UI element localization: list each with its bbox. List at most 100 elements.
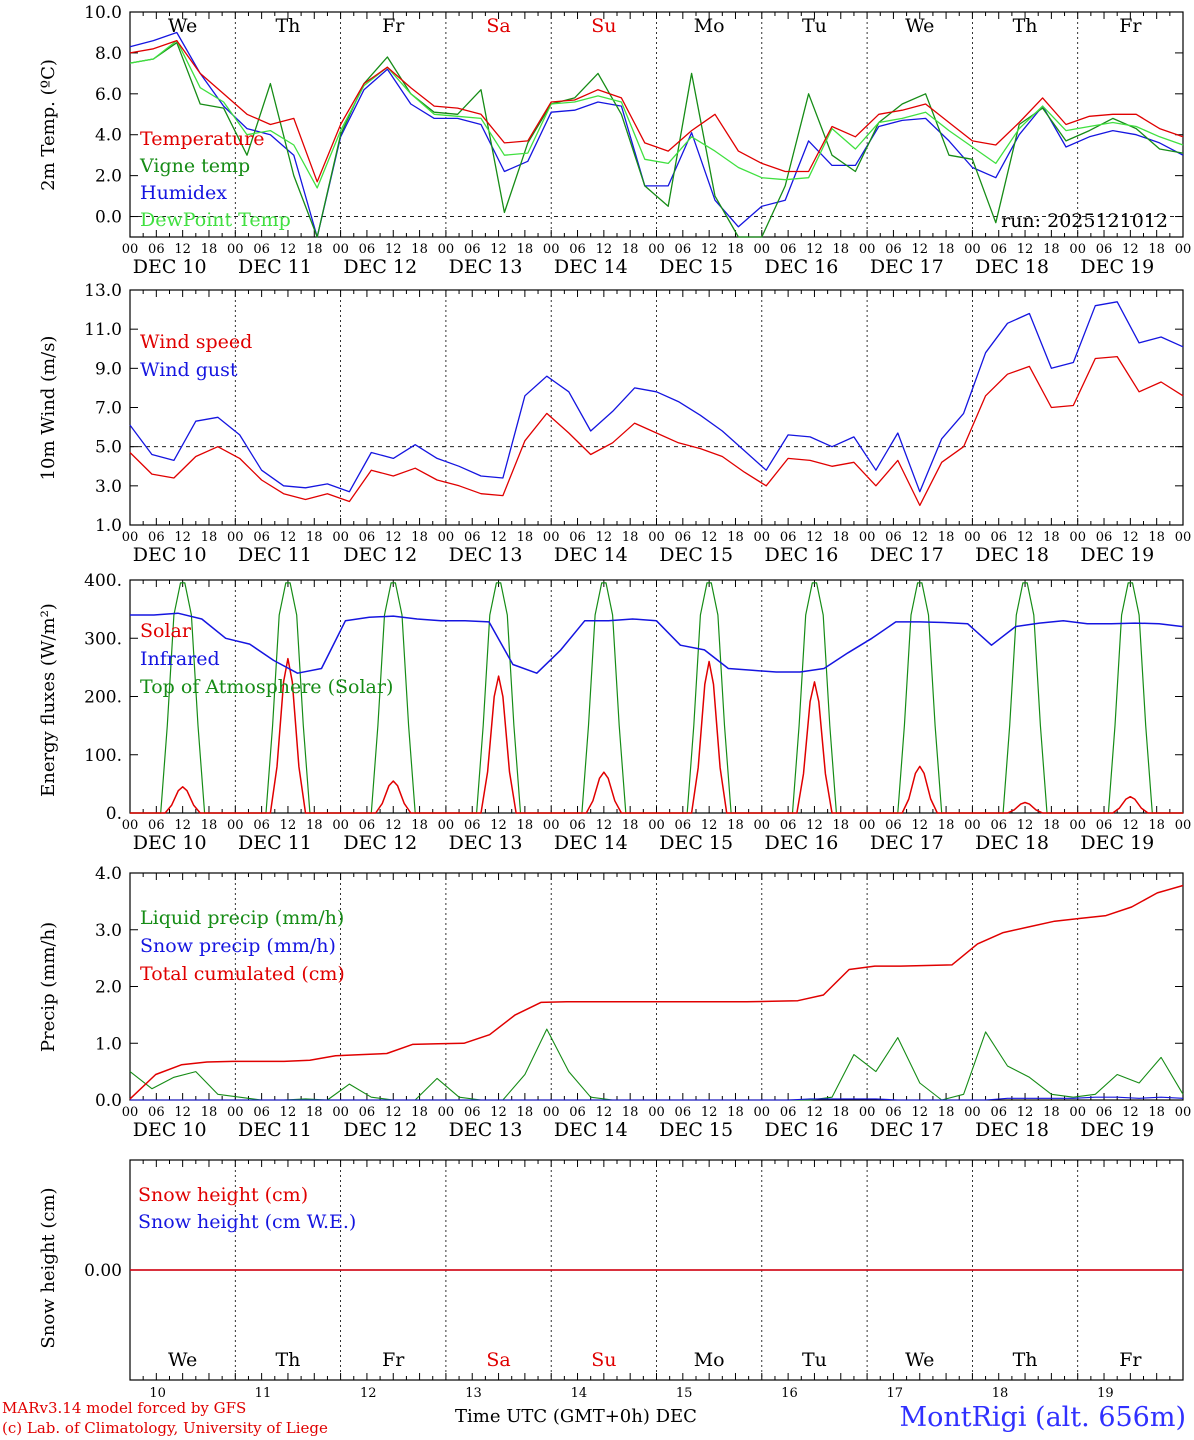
y-tick-label: 4.0	[95, 864, 122, 884]
hour-tick-label: 18	[517, 530, 534, 545]
date-label: DEC 17	[870, 832, 944, 854]
y-tick-label: 400.	[84, 571, 122, 591]
hour-tick-label: 12	[596, 1105, 613, 1120]
hour-tick-label: 06	[253, 242, 270, 257]
legend-entry: Snow height (cm W.E.)	[138, 1211, 356, 1233]
date-label: DEC 17	[870, 1119, 944, 1141]
weekday-label: Mo	[694, 15, 725, 37]
hour-tick-label: 00	[438, 818, 455, 833]
hour-tick-label: 00	[648, 530, 665, 545]
series-dewpoint-temp	[129, 39, 1184, 189]
day-number-label: 12	[360, 1386, 377, 1401]
date-label: DEC 18	[975, 1119, 1049, 1141]
hour-tick-label: 18	[306, 530, 323, 545]
hour-tick-label: 00	[859, 818, 876, 833]
hour-tick-label: 00	[1175, 818, 1192, 833]
date-label: DEC 14	[554, 832, 628, 854]
hour-tick-label: 12	[1122, 530, 1139, 545]
date-label: DEC 14	[554, 544, 628, 566]
date-label: DEC 17	[870, 544, 944, 566]
hour-tick-label: 18	[1043, 530, 1060, 545]
y-tick-label: 11.0	[84, 320, 122, 340]
y-tick-label: 0.0	[95, 208, 122, 228]
hour-tick-label: 00	[122, 1105, 139, 1120]
series-infrared	[130, 612, 1184, 674]
hour-tick-label: 18	[833, 1105, 850, 1120]
day-number-label: 17	[886, 1386, 903, 1401]
hour-tick-label: 06	[885, 1105, 902, 1120]
date-label: DEC 13	[449, 832, 523, 854]
hour-tick-label: 18	[1043, 818, 1060, 833]
y-axis-label: Snow height (cm)	[38, 1187, 59, 1348]
hour-tick-label: 00	[754, 530, 771, 545]
hour-tick-label: 12	[1122, 242, 1139, 257]
hour-tick-label: 00	[543, 530, 560, 545]
hour-tick-label: 12	[385, 818, 402, 833]
y-tick-label: 2.0	[95, 978, 122, 998]
hour-tick-label: 06	[1096, 242, 1113, 257]
hour-tick-label: 06	[464, 1105, 481, 1120]
hour-tick-label: 12	[911, 530, 928, 545]
legend-entry: Wind gust	[140, 359, 238, 381]
date-label: DEC 11	[238, 832, 312, 854]
y-tick-label: 13.0	[84, 281, 122, 301]
hour-tick-label: 06	[359, 1105, 376, 1120]
y-tick-label: 9.0	[95, 359, 122, 379]
legend-entry: Snow precip (mm/h)	[140, 935, 336, 957]
hour-tick-label: 12	[490, 818, 507, 833]
y-tick-label: 3.0	[95, 477, 122, 497]
hour-tick-label: 06	[780, 1105, 797, 1120]
hour-tick-label: 06	[359, 242, 376, 257]
hour-tick-label: 12	[174, 530, 191, 545]
y-tick-label: 5.0	[95, 438, 122, 458]
date-label: DEC 13	[449, 544, 523, 566]
hour-tick-label: 12	[806, 818, 823, 833]
hour-tick-label: 18	[201, 530, 218, 545]
hour-tick-label: 18	[411, 530, 428, 545]
date-label: DEC 13	[449, 1119, 523, 1141]
hour-tick-label: 00	[1175, 530, 1192, 545]
hour-tick-label: 06	[780, 242, 797, 257]
weekday-label: Sa	[486, 15, 510, 37]
date-label: DEC 11	[238, 256, 312, 278]
series-wind-gust	[129, 301, 1184, 493]
hour-tick-label: 18	[517, 1105, 534, 1120]
hour-tick-label: 12	[1017, 530, 1034, 545]
y-axis-label: Precip (mm/h)	[38, 922, 59, 1052]
series-vigne-temp	[129, 42, 1184, 238]
hour-tick-label: 00	[332, 818, 349, 833]
hour-tick-label: 06	[464, 530, 481, 545]
hour-tick-label: 06	[1096, 818, 1113, 833]
hour-tick-label: 18	[201, 1105, 218, 1120]
legend-entry: Humidex	[140, 182, 227, 204]
hour-tick-label: 18	[622, 242, 639, 257]
hour-tick-label: 18	[938, 1105, 955, 1120]
day-number-label: 14	[571, 1386, 588, 1401]
hour-tick-label: 00	[122, 530, 139, 545]
hour-tick-label: 06	[359, 818, 376, 833]
lab-credit: (c) Lab. of Climatology, University of L…	[2, 1419, 328, 1437]
date-label: DEC 16	[765, 256, 839, 278]
y-tick-label: 6.0	[95, 85, 122, 105]
hour-tick-label: 00	[1069, 818, 1086, 833]
legend-entry: Temperature	[140, 128, 264, 150]
weekday-label: Su	[591, 1349, 616, 1371]
hour-tick-label: 12	[490, 530, 507, 545]
hour-tick-label: 00	[543, 242, 560, 257]
date-label: DEC 12	[343, 544, 417, 566]
hour-tick-label: 06	[464, 242, 481, 257]
legend-entry: Total cumulated (cm)	[140, 963, 345, 985]
hour-tick-label: 00	[1175, 1105, 1192, 1120]
hour-tick-label: 00	[227, 818, 244, 833]
hour-tick-label: 00	[543, 818, 560, 833]
hour-tick-label: 12	[911, 1105, 928, 1120]
weekday-label: Fr	[382, 1349, 405, 1371]
y-tick-label: 2.0	[95, 167, 122, 187]
hour-tick-label: 06	[148, 242, 165, 257]
y-tick-label: 7.0	[95, 399, 122, 419]
hour-tick-label: 12	[490, 242, 507, 257]
hour-tick-label: 12	[806, 242, 823, 257]
hour-tick-label: 00	[964, 530, 981, 545]
y-tick-label: 10.0	[84, 3, 122, 23]
day-number-label: 15	[676, 1386, 693, 1401]
